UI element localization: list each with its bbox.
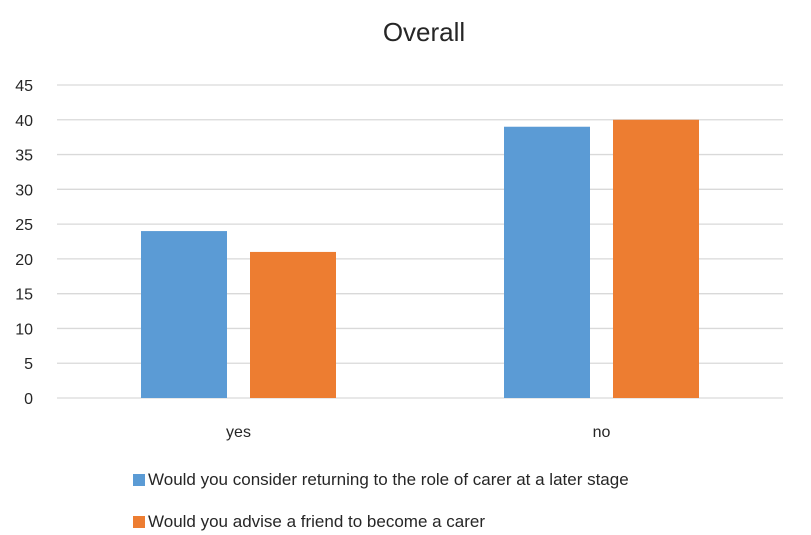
y-tick-label: 10 bbox=[15, 321, 33, 338]
bar-yes-series-1 bbox=[141, 231, 227, 398]
legend-label: Would you advise a friend to become a ca… bbox=[148, 512, 485, 531]
bar-no-series-2 bbox=[613, 119, 699, 399]
x-category-label: yes bbox=[226, 424, 251, 441]
x-axis-category-labels: yes no bbox=[226, 424, 610, 441]
legend-item-2: Would you advise a friend to become a ca… bbox=[133, 512, 485, 531]
bars bbox=[141, 119, 699, 399]
y-tick-label: 5 bbox=[24, 356, 33, 373]
legend-swatch bbox=[133, 474, 145, 486]
y-tick-label: 15 bbox=[15, 287, 33, 304]
y-tick-label: 30 bbox=[15, 182, 33, 199]
bar-yes-series-2 bbox=[250, 251, 336, 398]
x-category-label: no bbox=[593, 424, 611, 441]
legend-swatch bbox=[133, 516, 145, 528]
y-tick-label: 25 bbox=[15, 217, 33, 234]
y-tick-label: 45 bbox=[15, 78, 33, 95]
y-tick-label: 40 bbox=[15, 113, 33, 130]
legend: Would you consider returning to the role… bbox=[133, 470, 629, 531]
y-tick-label: 20 bbox=[15, 252, 33, 269]
bar-no-series-1 bbox=[504, 126, 590, 398]
y-tick-label: 35 bbox=[15, 148, 33, 165]
chart-title: Overall bbox=[383, 17, 465, 47]
legend-item-1: Would you consider returning to the role… bbox=[133, 470, 629, 489]
y-tick-label: 0 bbox=[24, 391, 33, 408]
y-axis-tick-labels: 0 5 10 15 20 25 30 35 40 45 bbox=[15, 78, 33, 408]
legend-label: Would you consider returning to the role… bbox=[148, 470, 629, 489]
